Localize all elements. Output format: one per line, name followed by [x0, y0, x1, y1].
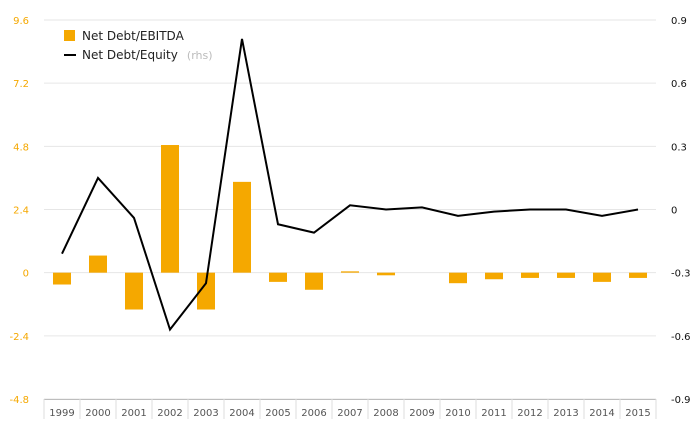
bar [521, 272, 539, 278]
legend-label-line-suffix: (rhs) [187, 49, 213, 62]
left-tick-label: -4.8 [9, 395, 29, 406]
bar [593, 272, 611, 282]
left-tick-label: 7.2 [13, 79, 29, 90]
x-tick-label: 2000 [85, 408, 110, 419]
left-tick-label: 9.6 [13, 16, 29, 27]
x-tick-label: 2006 [301, 408, 326, 419]
legend-label-bar: Net Debt/EBITDA [82, 29, 185, 43]
x-tick-label: 2008 [373, 408, 398, 419]
bar [161, 145, 179, 273]
x-tick-label: 1999 [49, 408, 74, 419]
bar [197, 272, 215, 310]
bar [233, 181, 251, 273]
x-tick-label: 2007 [337, 408, 362, 419]
x-tick-label: 2012 [517, 408, 542, 419]
bar-series [53, 145, 647, 310]
bar [341, 271, 359, 273]
left-tick-label: -2.4 [9, 332, 29, 343]
x-tick-label: 2004 [229, 408, 254, 419]
bar [305, 272, 323, 290]
line-path [61, 38, 639, 332]
x-tick-label: 2011 [481, 408, 506, 419]
x-tick-label: 2015 [625, 408, 650, 419]
bar [485, 272, 503, 280]
bar [449, 272, 467, 284]
bar [377, 272, 395, 276]
left-axis: 9.6 7.2 4.8 2.4 0 -2.4 -4.8 [9, 16, 29, 406]
left-tick-label: 0 [23, 269, 29, 280]
x-tick-label: 2005 [265, 408, 290, 419]
x-tick-label: 2009 [409, 408, 434, 419]
left-tick-label: 2.4 [13, 206, 29, 217]
legend-label-line-name: Net Debt/Equity [82, 48, 178, 62]
right-tick-label: 0 [671, 206, 677, 217]
x-tick-label: 2002 [157, 408, 182, 419]
bar [557, 272, 575, 278]
right-axis: 0.9 0.6 0.3 0 -0.3 -0.6 -0.9 [671, 16, 691, 406]
right-tick-label: -0.3 [671, 269, 691, 280]
line-series [61, 38, 639, 332]
x-tick-label: 2010 [445, 408, 470, 419]
x-tick-label: 2003 [193, 408, 218, 419]
legend: Net Debt/EBITDA Net Debt/Equity (rhs) [64, 29, 213, 63]
legend-swatch-bar [64, 30, 75, 41]
right-tick-label: 0.9 [671, 16, 687, 27]
bar [89, 255, 107, 273]
left-tick-label: 4.8 [13, 142, 29, 153]
right-tick-label: 0.6 [671, 79, 687, 90]
bar [125, 272, 143, 310]
bar [53, 272, 71, 285]
right-tick-label: -0.6 [671, 332, 691, 343]
x-tick-label: 2013 [553, 408, 578, 419]
x-tick-label: 2014 [589, 408, 614, 419]
x-tick-label: 2001 [121, 408, 146, 419]
x-axis: 1999 2000 2001 2002 2003 2004 2005 2006 2007 2008… [43, 399, 657, 419]
bar [629, 272, 647, 278]
right-tick-label: -0.9 [671, 395, 691, 406]
bar [269, 272, 287, 282]
right-tick-label: 0.3 [671, 142, 687, 153]
legend-label-line: Net Debt/Equity (rhs) [82, 44, 213, 63]
